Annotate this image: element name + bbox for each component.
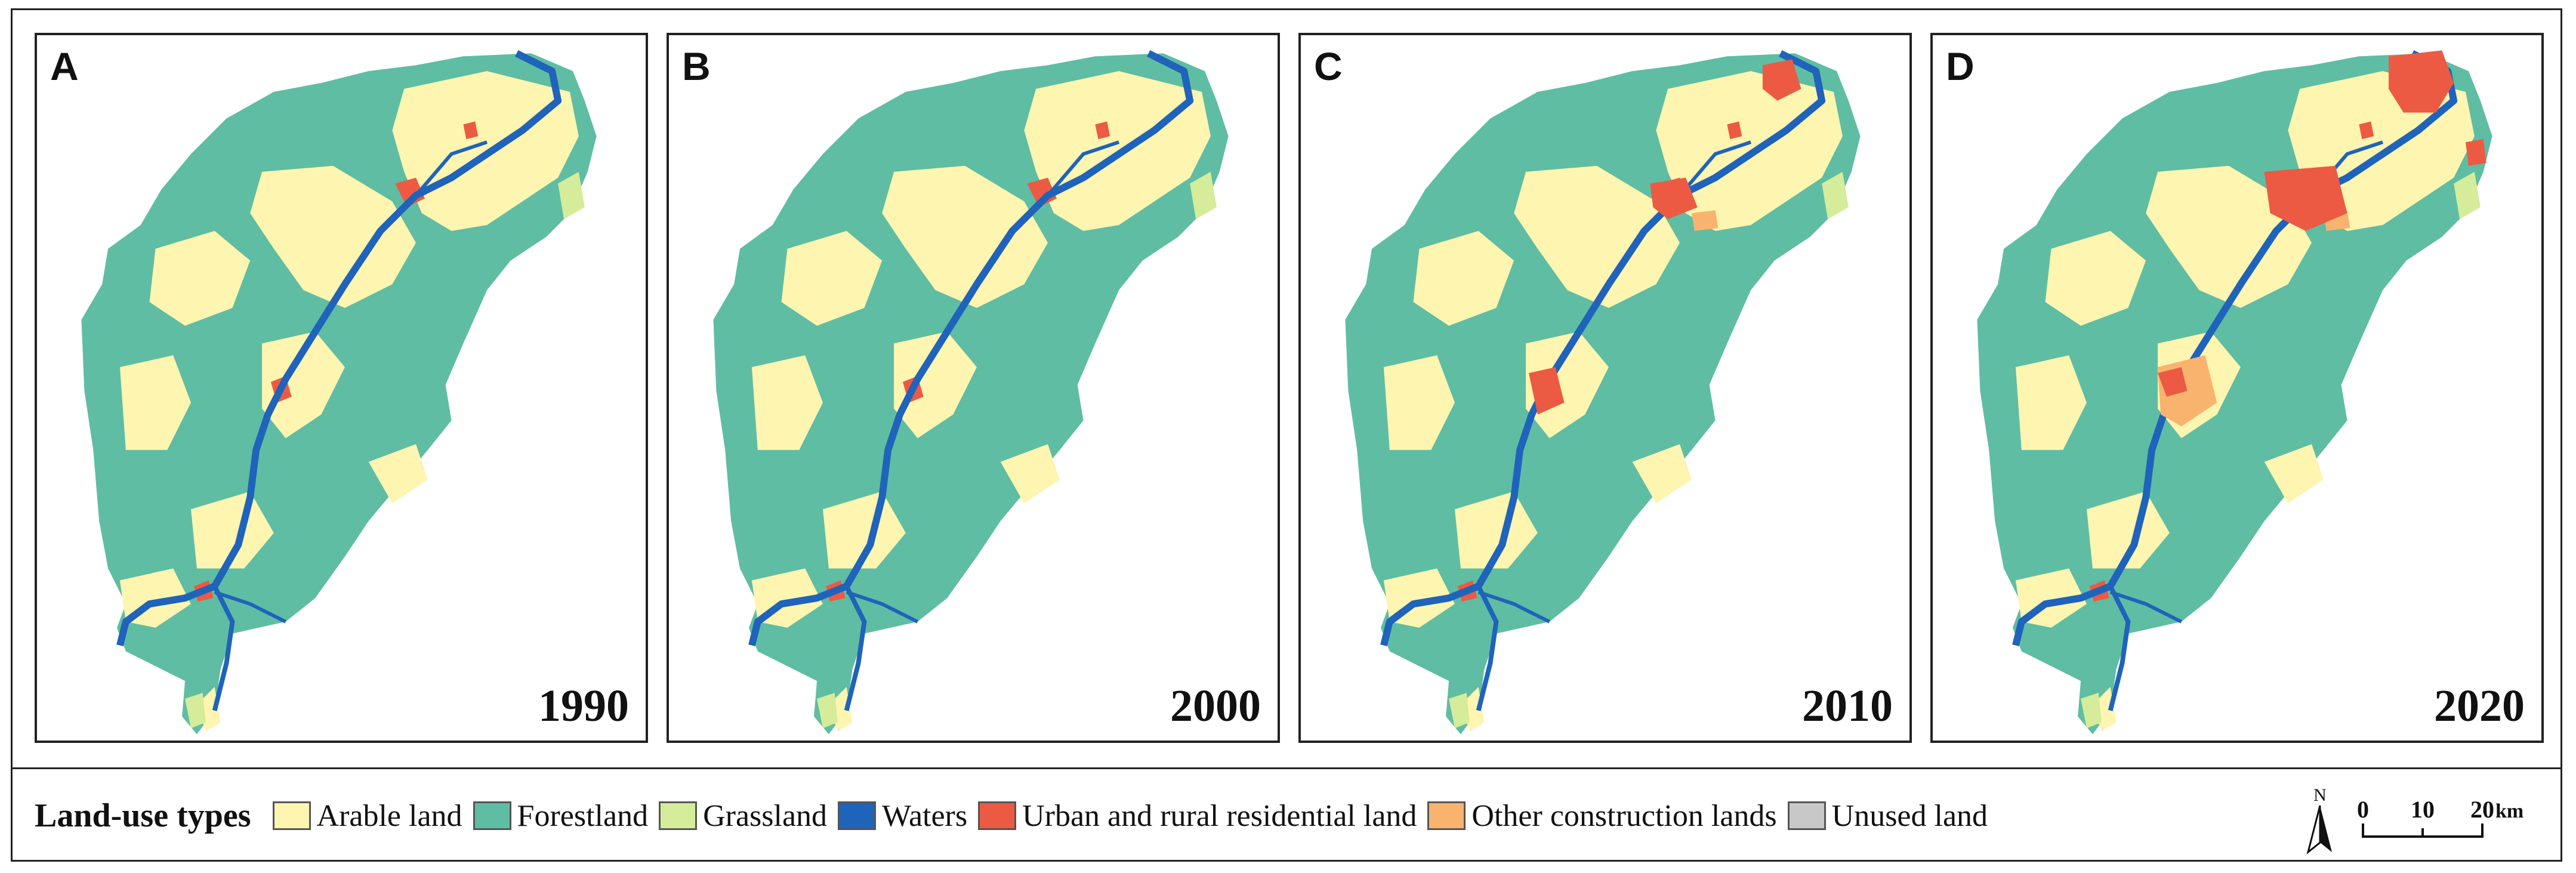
- legend-label: Grassland: [703, 798, 828, 833]
- legend-label: Unused land: [1831, 798, 1988, 833]
- land-use-map: [37, 35, 646, 741]
- legend-swatch: [838, 801, 877, 830]
- legend-swatch: [1787, 801, 1826, 830]
- panel-year: 2010: [1802, 681, 1893, 731]
- legend-label: Other construction lands: [1471, 798, 1777, 833]
- legend-item-grassland: Grassland: [659, 798, 827, 834]
- panel-label: B: [682, 44, 711, 88]
- panel-label: C: [1314, 44, 1343, 88]
- land-use-map: [1301, 35, 1909, 741]
- panel-label: A: [50, 44, 79, 88]
- scale-tick-label: 10: [2411, 796, 2435, 823]
- map-panel-b: B 2000: [667, 33, 1280, 743]
- legend-divider: [11, 767, 2562, 769]
- legend-label: Arable land: [316, 798, 462, 833]
- legend-label: Forestland: [517, 798, 649, 833]
- panel-year: 2000: [1170, 681, 1261, 731]
- legend-item-urban: Urban and rural residential land: [978, 798, 1417, 834]
- legend-swatch: [473, 801, 511, 830]
- land-use-map: [1933, 35, 2541, 741]
- north-arrow-icon: N: [2306, 785, 2332, 855]
- legend-title: Land-use types: [35, 797, 251, 834]
- map-panel-d: D 2020: [1930, 33, 2544, 743]
- scale-tick-label: 20: [2470, 796, 2494, 823]
- panel-label: D: [1946, 44, 1975, 88]
- legend-item-waters: Waters: [838, 798, 967, 834]
- land-use-map: [669, 35, 1278, 741]
- panel-year: 2020: [2434, 681, 2525, 731]
- legend-item-forest: Forestland: [473, 798, 649, 834]
- north-label: N: [2313, 785, 2327, 805]
- legend-swatch: [659, 801, 698, 830]
- legend: Land-use types Arable land Forestland Gr…: [35, 794, 1998, 838]
- legend-swatch: [978, 801, 1017, 830]
- map-panel-c: C 2010: [1298, 33, 1912, 743]
- legend-item-construction: Other construction lands: [1427, 798, 1777, 834]
- legend-swatch: [1427, 801, 1466, 830]
- scale-unit: km: [2495, 800, 2523, 822]
- panel-year: 1990: [538, 681, 629, 731]
- scale-tick-label: 0: [2357, 796, 2369, 823]
- legend-label: Waters: [882, 798, 968, 833]
- legend-label: Urban and rural residential land: [1022, 798, 1417, 833]
- map-panel-a: A 1990: [35, 33, 648, 743]
- legend-item-arable: Arable land: [272, 798, 462, 834]
- figure-frame: [11, 8, 2562, 862]
- scale-bar: 0 10 20 km: [2357, 796, 2523, 838]
- legend-item-unused: Unused land: [1787, 798, 1988, 834]
- legend-swatch: [272, 801, 311, 830]
